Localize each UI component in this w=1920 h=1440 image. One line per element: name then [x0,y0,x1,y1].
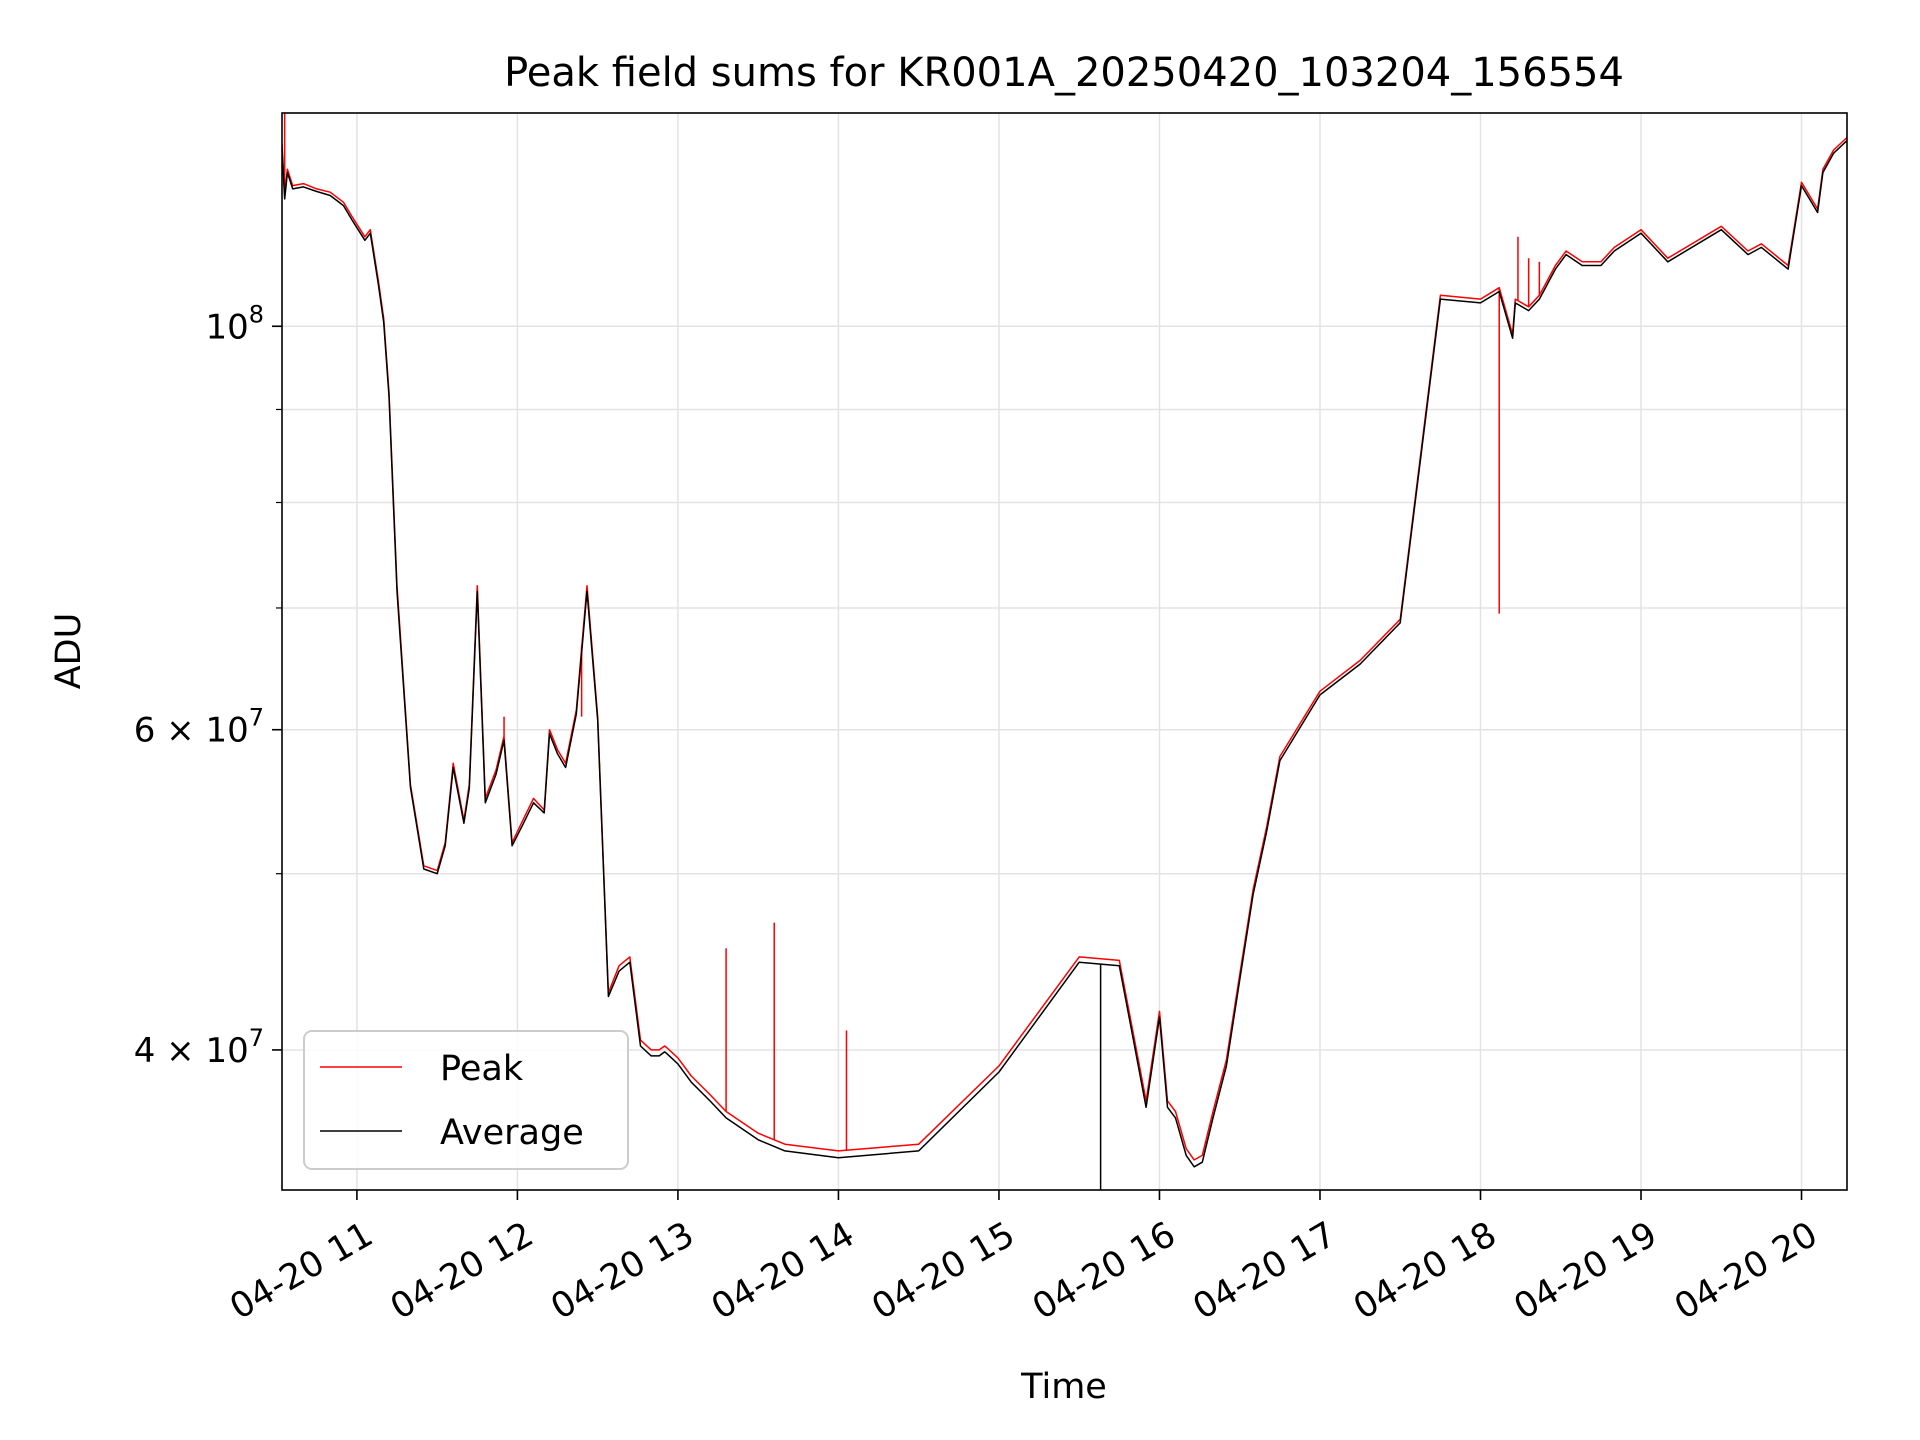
y-tick-label: 108 [205,300,264,347]
legend: Peak Average [303,1030,629,1170]
legend-label-peak: Peak [440,1049,524,1089]
legend-box [303,1030,629,1170]
y-axis-label: ADU [49,613,89,690]
series-line-average [282,140,1847,1168]
y-axis: 108 6 × 107 4 × 107 [134,300,282,1071]
y-tick-label: 4 × 107 [134,1024,264,1071]
legend-label-average: Average [440,1113,584,1153]
chart-title: Peak field sums for KR001A_20250420_1032… [504,50,1624,96]
plot-frame [281,112,1848,1191]
grid [282,113,1847,1190]
series-layer [282,113,1847,1190]
y-tick-label: 6 × 107 [134,704,264,751]
x-axis-label: Time [1020,1367,1107,1407]
